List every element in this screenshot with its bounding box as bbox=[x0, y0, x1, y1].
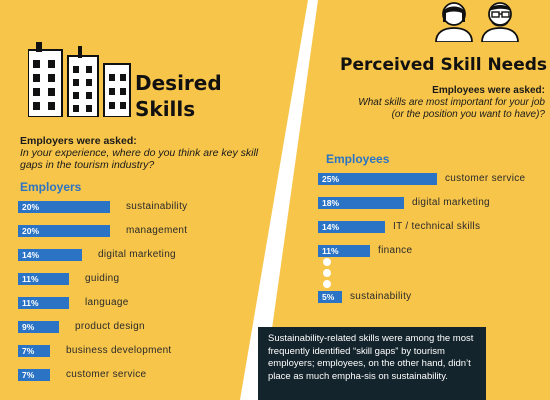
bar: 20% bbox=[18, 201, 110, 213]
employers-question: Employers were asked: In your experience… bbox=[20, 135, 260, 171]
bar-category-label: language bbox=[85, 297, 129, 308]
desired-skills-title: Desired Skills bbox=[135, 70, 222, 122]
bar-category-label: sustainability bbox=[350, 291, 412, 302]
bar: 7% bbox=[18, 345, 50, 357]
bar: 9% bbox=[18, 321, 59, 333]
bar-category-label: customer service bbox=[445, 173, 526, 184]
dot bbox=[323, 269, 331, 277]
employers-label: Employers bbox=[20, 180, 82, 194]
buildings-icon bbox=[28, 42, 131, 117]
bar: 5% bbox=[318, 291, 342, 303]
bar: 20% bbox=[18, 225, 110, 237]
bar: 11% bbox=[18, 273, 69, 285]
employees-question: Employees were asked: What skills are mo… bbox=[345, 85, 545, 121]
employers-question-body: In your experience, where do you think a… bbox=[20, 147, 259, 171]
bar-category-label: finance bbox=[378, 245, 413, 256]
bar-category-label: guiding bbox=[85, 273, 120, 284]
perceived-skill-needs-title: Perceived Skill Needs bbox=[340, 55, 548, 75]
bar-category-label: business development bbox=[66, 345, 172, 356]
bar-category-label: management bbox=[126, 225, 188, 236]
bar-category-label: digital marketing bbox=[412, 197, 490, 208]
employees-question-body: What skills are most important for your … bbox=[358, 97, 545, 120]
dot bbox=[323, 258, 331, 266]
bar-category-label: sustainability bbox=[126, 201, 188, 212]
dot bbox=[323, 280, 331, 288]
employers-question-head: Employers were asked: bbox=[20, 135, 137, 147]
employees-question-head: Employees were asked: bbox=[432, 85, 545, 96]
bar-category-label: digital marketing bbox=[98, 249, 176, 260]
ellipsis-dots bbox=[323, 258, 333, 291]
people-icon bbox=[435, 2, 519, 42]
sustainability-note: Sustainability-related skills were among… bbox=[258, 327, 486, 400]
bar-category-label: customer service bbox=[66, 369, 147, 380]
title-line-2: Skills bbox=[135, 97, 196, 121]
bar: 11% bbox=[18, 297, 69, 309]
title-line-1: Desired bbox=[135, 71, 222, 95]
bar-category-label: product design bbox=[75, 321, 145, 332]
bar: 14% bbox=[318, 221, 385, 233]
bar: 7% bbox=[18, 369, 50, 381]
bar: 11% bbox=[318, 245, 370, 257]
bar: 14% bbox=[18, 249, 82, 261]
employees-label: Employees bbox=[326, 152, 390, 166]
bar-category-label: IT / technical skills bbox=[393, 221, 481, 232]
bar: 18% bbox=[318, 197, 404, 209]
bar: 25% bbox=[318, 173, 437, 185]
